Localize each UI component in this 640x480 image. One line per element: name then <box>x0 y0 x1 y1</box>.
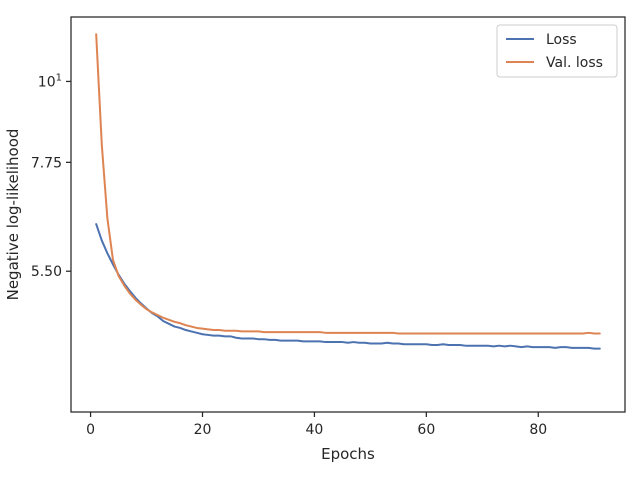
y-axis: 5.50 7.75 101 <box>31 72 71 280</box>
series-layer <box>95 33 601 350</box>
x-tick-label: 60 <box>417 422 435 438</box>
x-tick-label: 80 <box>529 422 547 438</box>
legend-label-loss: Loss <box>546 32 577 48</box>
legend-label-val-loss: Val. loss <box>546 55 603 71</box>
y-tick-label: 5.50 <box>31 264 62 280</box>
y-axis-title: Negative log-likelihood <box>4 129 22 301</box>
series-line-loss <box>95 223 601 350</box>
x-tick-label: 0 <box>86 422 95 438</box>
y-tick-label: 7.75 <box>31 155 62 171</box>
x-tick-label: 20 <box>194 422 212 438</box>
x-axis-title: Epochs <box>321 445 375 463</box>
x-axis: 0 20 40 60 80 <box>86 412 547 438</box>
legend: Loss Val. loss <box>496 24 618 78</box>
y-tick-label: 101 <box>38 72 62 90</box>
series-line-val-loss <box>95 33 601 335</box>
plot-frame <box>70 16 626 413</box>
x-tick-label: 40 <box>306 422 324 438</box>
